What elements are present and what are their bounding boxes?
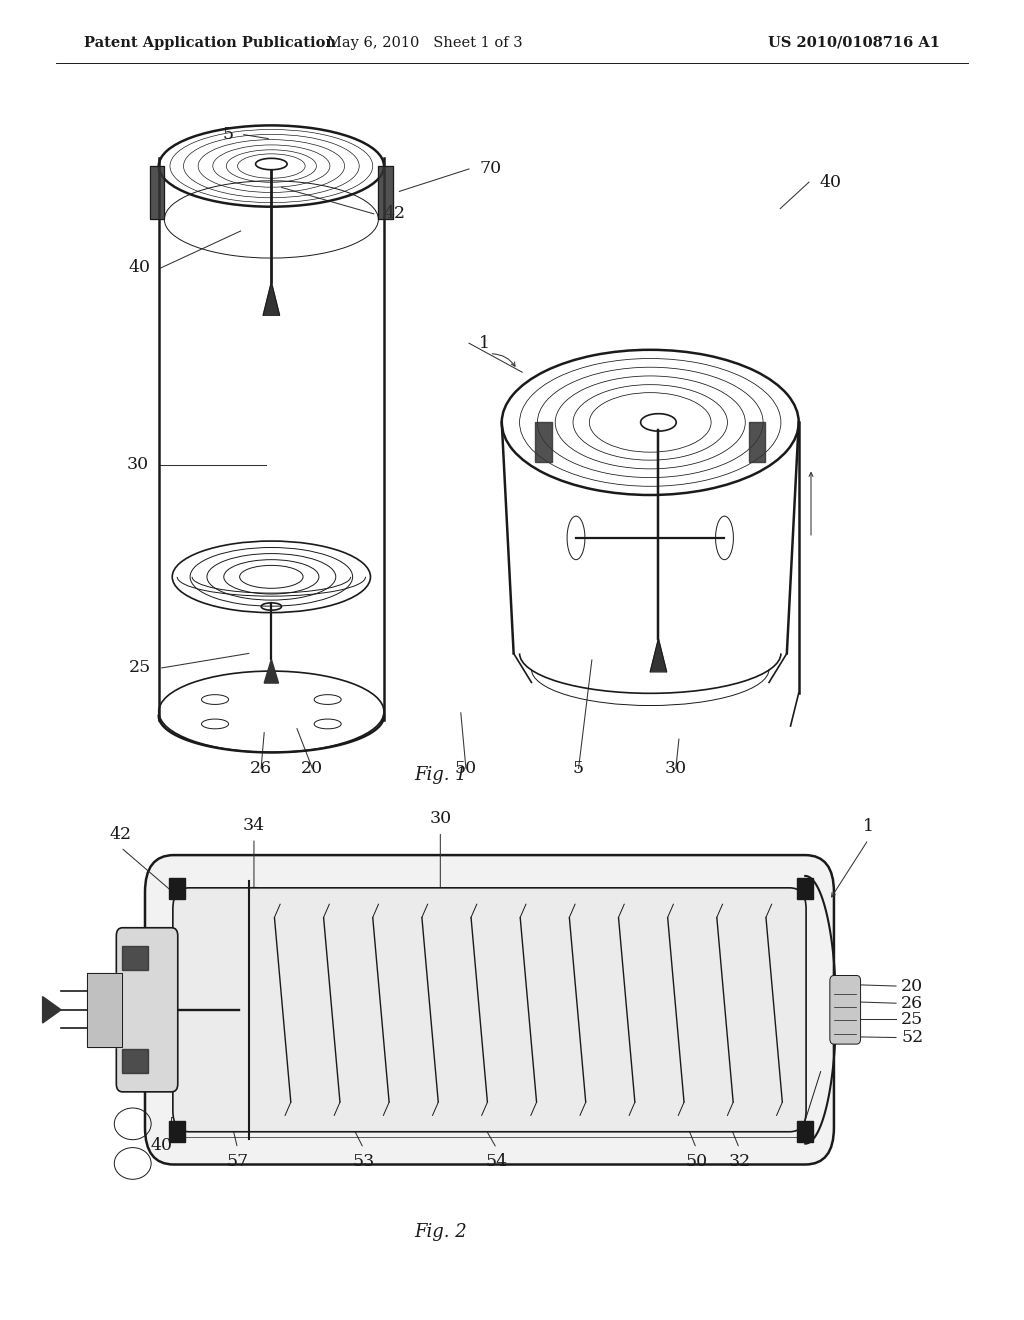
Text: May 6, 2010   Sheet 1 of 3: May 6, 2010 Sheet 1 of 3 [327, 36, 523, 50]
Polygon shape [797, 878, 813, 899]
Text: 40: 40 [129, 260, 151, 276]
Text: 5: 5 [573, 760, 584, 776]
Text: Patent Application Publication: Patent Application Publication [84, 36, 336, 50]
FancyBboxPatch shape [145, 855, 834, 1164]
Polygon shape [169, 1121, 185, 1142]
Polygon shape [264, 659, 279, 682]
Polygon shape [379, 166, 393, 219]
Text: 50: 50 [455, 760, 477, 776]
Text: 26: 26 [901, 995, 924, 1011]
Polygon shape [536, 422, 552, 462]
Text: 50: 50 [685, 1154, 708, 1170]
Polygon shape [797, 1121, 813, 1142]
Text: 54: 54 [485, 1154, 508, 1170]
Text: 34: 34 [243, 817, 265, 833]
Text: 40: 40 [151, 1138, 172, 1154]
FancyBboxPatch shape [173, 888, 806, 1131]
Polygon shape [169, 878, 185, 899]
Text: 1: 1 [479, 335, 490, 351]
Text: 5: 5 [168, 1117, 179, 1133]
FancyBboxPatch shape [117, 928, 178, 1092]
Text: 53: 53 [352, 1154, 375, 1170]
Text: 25: 25 [901, 1011, 924, 1027]
Text: 20: 20 [301, 760, 324, 776]
Text: 52: 52 [901, 1030, 924, 1045]
Polygon shape [263, 282, 280, 315]
Text: 57: 57 [226, 1154, 249, 1170]
Text: 30: 30 [665, 760, 687, 776]
Text: 70: 70 [143, 940, 166, 956]
Polygon shape [749, 422, 765, 462]
Text: 1: 1 [863, 818, 873, 834]
Text: 30: 30 [126, 457, 148, 473]
Polygon shape [123, 946, 148, 970]
Text: 25: 25 [129, 660, 152, 676]
Text: Fig. 2: Fig. 2 [414, 1222, 467, 1241]
Text: Fig. 1: Fig. 1 [414, 766, 467, 784]
Text: 42: 42 [110, 826, 132, 842]
Polygon shape [87, 973, 123, 1047]
Text: 20: 20 [901, 978, 924, 994]
Text: 40: 40 [819, 174, 841, 190]
FancyBboxPatch shape [829, 975, 860, 1044]
Text: 30: 30 [429, 810, 452, 826]
Polygon shape [650, 639, 667, 672]
Text: 70: 70 [479, 161, 502, 177]
Text: 42: 42 [384, 206, 407, 222]
Text: 5: 5 [222, 127, 233, 143]
Polygon shape [123, 1049, 148, 1073]
Text: US 2010/0108716 A1: US 2010/0108716 A1 [768, 36, 940, 50]
Text: 26: 26 [250, 760, 272, 776]
Text: 32: 32 [728, 1154, 751, 1170]
Polygon shape [150, 166, 164, 219]
Polygon shape [43, 997, 61, 1023]
